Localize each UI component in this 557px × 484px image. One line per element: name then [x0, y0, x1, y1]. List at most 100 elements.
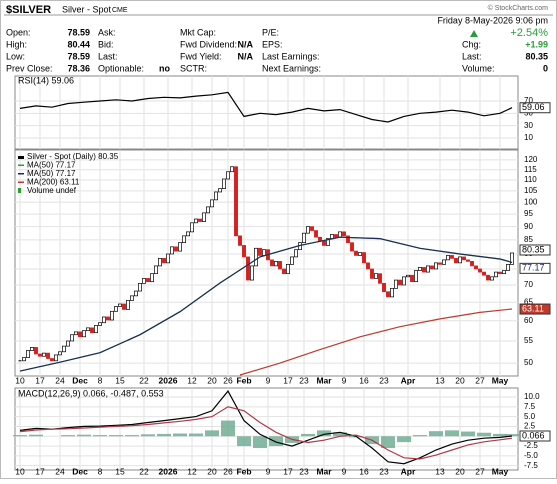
- candle: [234, 166, 238, 237]
- x-tick-label: 15: [115, 466, 125, 476]
- x-tick-label: 17: [283, 375, 293, 385]
- x-tick-label: 24: [55, 466, 65, 476]
- y-tick-label: 65: [524, 297, 533, 306]
- candle: [62, 345, 66, 353]
- histogram-bar: [29, 434, 43, 437]
- x-tick-label: Feb: [236, 375, 251, 385]
- candle: [166, 253, 170, 264]
- candle: [134, 290, 138, 297]
- candle: [174, 246, 178, 252]
- candle: [254, 247, 258, 267]
- candle: [110, 310, 114, 321]
- candle: [454, 258, 458, 264]
- value-label: 80.35: [522, 244, 545, 254]
- y-tick-label: 5.0: [524, 412, 536, 421]
- candle: [494, 271, 498, 278]
- candle: [270, 259, 274, 267]
- copyright: © StockCharts.com: [488, 4, 549, 12]
- value-label: 0.066: [522, 430, 545, 440]
- candle: [82, 330, 86, 338]
- y-tick-label: 110: [524, 175, 537, 184]
- value-box: [519, 102, 551, 114]
- y-tick-label: 10: [524, 133, 533, 142]
- candle: [290, 256, 294, 265]
- candle: [330, 234, 334, 239]
- candle: [334, 234, 338, 238]
- y-tick-label: 90: [524, 222, 533, 231]
- x-tick-label: 13: [435, 466, 445, 476]
- quote-label: Bid:: [98, 39, 114, 49]
- x-tick-label: 26: [223, 375, 233, 385]
- candle: [30, 347, 34, 351]
- quote-label: Prev Close:: [6, 63, 53, 73]
- candle: [438, 262, 442, 265]
- candle: [390, 287, 394, 298]
- quote-value: N/A: [238, 39, 254, 49]
- x-tick-label: 20: [207, 375, 217, 385]
- candle: [178, 242, 182, 252]
- y-tick-label: 95: [524, 209, 533, 218]
- x-tick-label: 10: [15, 466, 25, 476]
- candle: [74, 331, 78, 336]
- candle: [366, 262, 370, 270]
- x-tick-label: 17: [283, 466, 293, 476]
- candle: [410, 274, 414, 283]
- x-tick-label: 23: [299, 466, 309, 476]
- x-tick-label: 15: [115, 375, 125, 385]
- legend-swatch: [18, 188, 21, 193]
- y-tick-label: 100: [524, 197, 538, 206]
- y-tick-label: 50: [524, 358, 533, 367]
- legend-swatch: [18, 173, 24, 175]
- y-tick-label: 55: [524, 336, 533, 345]
- x-tick-label: 23: [299, 375, 309, 385]
- y-tick-label: -2.5: [524, 441, 538, 450]
- quote-label: High:: [6, 39, 27, 49]
- y-tick-label: 2.5: [524, 422, 536, 431]
- candle: [210, 199, 214, 208]
- candle: [346, 235, 350, 244]
- candle: [154, 265, 158, 275]
- candle: [282, 268, 286, 275]
- histogram-bar: [381, 436, 395, 449]
- histogram-bar: [493, 433, 507, 437]
- quote-label: Fwd Yield:: [180, 51, 222, 61]
- instrument-name: Silver - Spot: [62, 4, 112, 14]
- candle: [302, 232, 306, 244]
- quote-label: Open:: [6, 27, 31, 37]
- x-tick-label: 2026: [159, 466, 178, 476]
- candle: [246, 256, 250, 281]
- candle: [198, 218, 202, 222]
- candle: [66, 340, 70, 347]
- x-tick-label: 13: [435, 375, 445, 385]
- quote-value: 78.59: [67, 27, 90, 37]
- histogram-bar: [13, 435, 27, 437]
- candle: [262, 249, 266, 256]
- candle: [430, 265, 434, 270]
- x-tick-label: 22: [139, 466, 149, 476]
- x-tick-label: 20: [455, 466, 465, 476]
- candle: [414, 270, 418, 283]
- histogram-bar: [413, 435, 427, 437]
- y-tick-label: 60: [524, 316, 533, 325]
- series-line: [239, 308, 513, 376]
- value-box: [519, 430, 551, 442]
- candle: [358, 252, 362, 256]
- quote-value: 78.36: [67, 63, 90, 73]
- candle: [462, 256, 466, 261]
- quote-value: 0: [543, 63, 548, 73]
- quote-value: +1.99: [525, 39, 548, 49]
- candle: [90, 327, 94, 334]
- candle: [146, 278, 150, 283]
- x-tick-label: 17: [35, 466, 45, 476]
- candle: [26, 350, 30, 358]
- candle: [478, 268, 482, 273]
- candle: [338, 231, 342, 238]
- histogram-bar: [125, 435, 139, 437]
- x-tick-label: 22: [139, 375, 149, 385]
- candle: [118, 303, 122, 307]
- x-tick-label: 12: [187, 375, 197, 385]
- quote-label: EPS:: [262, 39, 283, 49]
- quote-value: 80.44: [67, 39, 90, 49]
- histogram-bar: [77, 434, 91, 437]
- quote-label: Chg:: [462, 39, 481, 49]
